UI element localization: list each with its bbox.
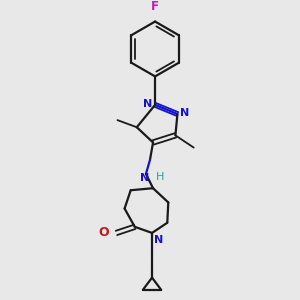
Text: N: N	[181, 108, 190, 118]
Text: N: N	[143, 99, 152, 109]
Text: H: H	[156, 172, 164, 182]
Text: N: N	[154, 235, 163, 245]
Text: O: O	[99, 226, 109, 239]
Text: N: N	[140, 173, 149, 183]
Text: F: F	[151, 0, 159, 14]
